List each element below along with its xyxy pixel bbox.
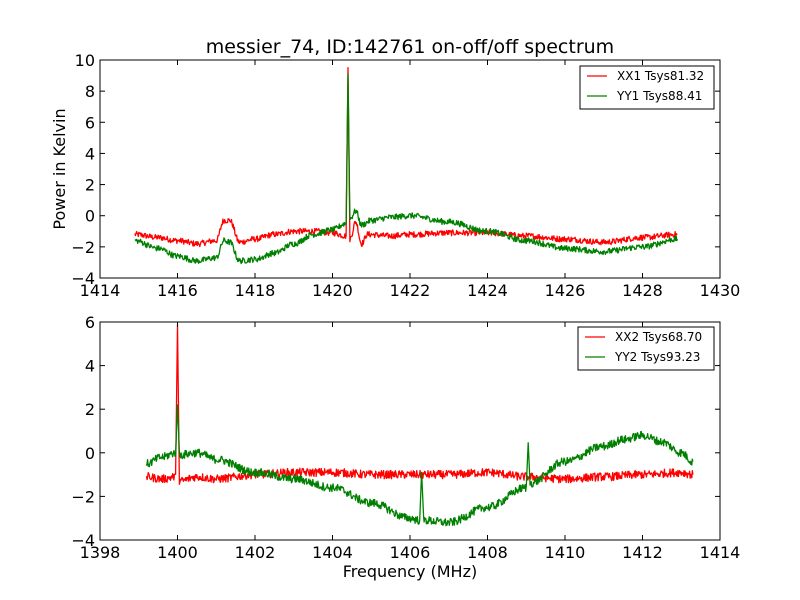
ticks-group: 1414 1416 1418 1420 1422 1424 1426 1428 1430 −4 −2… xyxy=(71,51,740,300)
legend-label: XX1 Tsys81.32 xyxy=(617,69,704,83)
y-tick-label: 4 xyxy=(85,144,95,163)
legend-box xyxy=(579,65,715,110)
legend: XX2 Tsys68.70 YY2 Tsys93.23 xyxy=(577,326,715,371)
x-tick-label: 1426 xyxy=(545,281,586,300)
y-tick-label: 2 xyxy=(85,176,95,195)
top-panel: Power in Kelvin 1414 1416 1418 1420 1422 1424… xyxy=(50,51,740,300)
x-tick-label: 1414 xyxy=(80,281,121,300)
x-tick-label: 1414 xyxy=(700,543,741,562)
plot-frame xyxy=(99,59,721,279)
chart-title: messier_74, ID:142761 on-off/off spectru… xyxy=(206,36,614,58)
series-line-xx1 xyxy=(134,67,678,248)
x-tick-label: 1406 xyxy=(390,543,431,562)
y-tick-label: 10 xyxy=(75,51,95,70)
legend-label: YY1 Tsys88.41 xyxy=(616,89,702,103)
x-tick-label: 1398 xyxy=(80,543,121,562)
x-tick-label: 1402 xyxy=(235,543,276,562)
y-tick-label: −4 xyxy=(71,531,95,550)
x-tick-label: 1418 xyxy=(235,281,276,300)
x-tick-label: 1430 xyxy=(700,281,741,300)
series-group xyxy=(134,67,679,265)
legend: XX1 Tsys81.32 YY1 Tsys88.41 xyxy=(579,65,715,110)
x-axis-label: Frequency (MHz) xyxy=(343,562,477,581)
legend-label: YY2 Tsys93.23 xyxy=(614,350,700,364)
bottom-panel: 1398 1400 1402 1404 1406 1408 1410 1412 1414 −4 −2… xyxy=(71,313,740,581)
y-tick-label: −2 xyxy=(71,238,95,257)
y-tick-label: 8 xyxy=(85,82,95,101)
y-tick-label: −2 xyxy=(71,487,95,506)
y-tick-label: 6 xyxy=(85,113,95,132)
y-axis-label: Power in Kelvin xyxy=(50,108,69,229)
y-tick-label: −4 xyxy=(71,269,95,288)
y-tick-label: 2 xyxy=(85,400,95,419)
series-line-yy1 xyxy=(134,73,679,265)
series-line-yy2 xyxy=(145,404,694,527)
x-tick-label: 1422 xyxy=(390,281,431,300)
y-tick-label: 6 xyxy=(85,313,95,332)
x-tick-label: 1424 xyxy=(467,281,508,300)
y-tick-label: 0 xyxy=(85,207,95,226)
x-tick-label: 1420 xyxy=(312,281,353,300)
x-tick-label: 1408 xyxy=(467,543,508,562)
y-tick-label: 4 xyxy=(85,357,95,376)
x-tick-label: 1416 xyxy=(157,281,198,300)
x-tick-label: 1400 xyxy=(157,543,198,562)
y-tick-label: 0 xyxy=(85,444,95,463)
x-tick-label: 1404 xyxy=(312,543,353,562)
series-group xyxy=(145,324,694,527)
x-tick-label: 1410 xyxy=(545,543,586,562)
plot-frame xyxy=(99,321,721,541)
legend-label: XX2 Tsys68.70 xyxy=(615,330,702,344)
x-tick-label: 1412 xyxy=(622,543,663,562)
x-tick-label: 1428 xyxy=(622,281,663,300)
ticks-group: 1398 1400 1402 1404 1406 1408 1410 1412 1414 −4 −2… xyxy=(71,313,740,562)
legend-box xyxy=(577,326,715,371)
